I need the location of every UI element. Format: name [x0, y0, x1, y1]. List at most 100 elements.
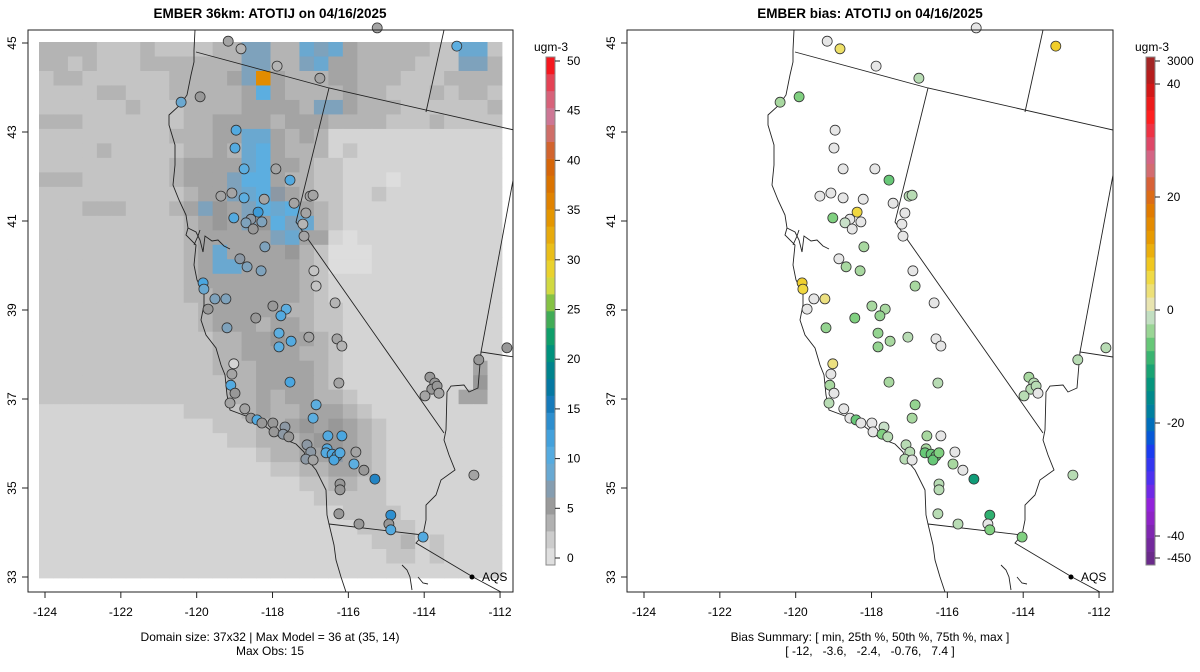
- model-grid-cell: [357, 143, 373, 159]
- model-grid-cell: [357, 215, 373, 231]
- model-grid-cell: [241, 114, 257, 130]
- obs-site-marker: [240, 217, 252, 229]
- bias-site-marker: [869, 163, 881, 175]
- model-grid-cell: [227, 56, 242, 72]
- obs-site-marker: [288, 197, 300, 209]
- colorbar-bin: [1146, 270, 1155, 285]
- bias-site-marker: [970, 22, 982, 34]
- bias-site-marker: [829, 124, 841, 136]
- model-grid-cell: [111, 418, 127, 434]
- model-grid-cell: [256, 433, 271, 449]
- model-grid-cell: [53, 288, 69, 304]
- model-grid-cell: [487, 360, 503, 376]
- model-grid-cell: [227, 462, 242, 477]
- model-grid-cell: [183, 549, 199, 564]
- aqs-legend-marker: [469, 574, 475, 580]
- colorbar-frame: [545, 56, 556, 566]
- model-grid-cell: [39, 230, 54, 246]
- model-grid-cell: [53, 215, 69, 231]
- model-grid-cell: [270, 288, 286, 304]
- model-grid-cell: [357, 99, 373, 115]
- bias-site-marker: [921, 430, 933, 442]
- model-grid-cell: [241, 288, 257, 304]
- model-grid-cell: [241, 534, 257, 550]
- colorbar-bin: [1146, 458, 1155, 472]
- model-grid-cell: [473, 418, 488, 434]
- model-grid-cell: [125, 491, 141, 506]
- model-grid-cell: [169, 302, 185, 318]
- model-grid-cell: [82, 99, 98, 115]
- model-grid-cell: [400, 346, 416, 362]
- model-grid-cell: [256, 360, 271, 376]
- bias-site-marker: [884, 335, 896, 347]
- model-grid-cell: [82, 375, 98, 391]
- model-grid-cell: [270, 462, 286, 477]
- model-grid-cell: [328, 520, 344, 535]
- model-grid-cell: [357, 244, 373, 260]
- colorbar-bin: [1146, 150, 1155, 165]
- model-grid-cell: [328, 462, 344, 477]
- model-grid-cell: [67, 186, 83, 202]
- model-grid-cell: [487, 230, 503, 246]
- model-grid-cell: [39, 505, 54, 521]
- y-tick-label: 35: [604, 481, 618, 495]
- model-grid-cell: [458, 128, 474, 144]
- model-grid-cell: [328, 85, 344, 101]
- model-grid-cell: [371, 273, 387, 289]
- y-tick-label: 45: [604, 36, 618, 50]
- model-grid-cell: [256, 99, 271, 115]
- model-grid-cell: [227, 273, 242, 289]
- colorbar-tick-label: 30: [567, 253, 581, 267]
- model-grid-cell: [227, 331, 242, 347]
- model-grid-cell: [111, 360, 127, 376]
- model-grid-cell: [415, 244, 431, 260]
- model-grid-cell: [313, 99, 329, 115]
- model-grid-cell: [96, 157, 112, 173]
- colorbar-bin: [546, 548, 555, 566]
- colorbar-bin: [1146, 257, 1155, 272]
- model-grid-cell: [198, 331, 214, 347]
- model-grid-cell: [357, 389, 373, 405]
- model-grid-cell: [111, 172, 127, 188]
- model-grid-cell: [154, 70, 170, 86]
- model-grid-cell: [125, 520, 141, 535]
- model-grid-cell: [458, 244, 474, 260]
- model-grid-cell: [371, 404, 387, 420]
- colorbar-bin: [1146, 204, 1155, 218]
- model-grid-cell: [256, 331, 271, 347]
- model-grid-cell: [198, 157, 214, 173]
- obs-site-marker: [353, 518, 365, 530]
- model-grid-cell: [299, 476, 315, 492]
- colorbar-tick-label: 20: [567, 352, 581, 366]
- model-grid-cell: [357, 70, 373, 86]
- model-grid-cell: [39, 259, 54, 275]
- model-grid-cell: [198, 186, 214, 202]
- model-grid-cell: [227, 520, 242, 535]
- model-grid-cell: [96, 143, 112, 159]
- obs-site-marker: [298, 230, 310, 242]
- model-grid-cell: [111, 433, 127, 449]
- colorbar-tick-label: 0: [1167, 303, 1174, 317]
- model-grid-cell: [487, 447, 503, 463]
- model-grid-cell: [67, 99, 83, 115]
- model-grid-cell: [183, 259, 199, 275]
- model-grid-cell: [415, 215, 431, 231]
- model-grid-cell: [487, 331, 503, 347]
- model-grid-cell: [342, 505, 358, 521]
- model-grid-cell: [169, 273, 185, 289]
- model-grid-cell: [140, 563, 156, 579]
- obs-site-marker: [239, 403, 251, 415]
- model-grid-cell: [458, 476, 474, 492]
- model-grid-cell: [241, 520, 257, 535]
- model-grid-cell: [53, 389, 69, 405]
- bias-site-marker: [837, 192, 849, 204]
- model-grid-cell: [111, 476, 127, 492]
- model-grid-cell: [284, 143, 300, 159]
- model-grid-cell: [458, 549, 474, 564]
- model-grid-cell: [111, 42, 127, 57]
- model-grid-cell: [39, 520, 54, 535]
- x-tick-label: -118: [860, 605, 883, 619]
- model-grid-cell: [371, 346, 387, 362]
- model-grid-cell: [111, 114, 127, 130]
- model-grid-cell: [212, 447, 228, 463]
